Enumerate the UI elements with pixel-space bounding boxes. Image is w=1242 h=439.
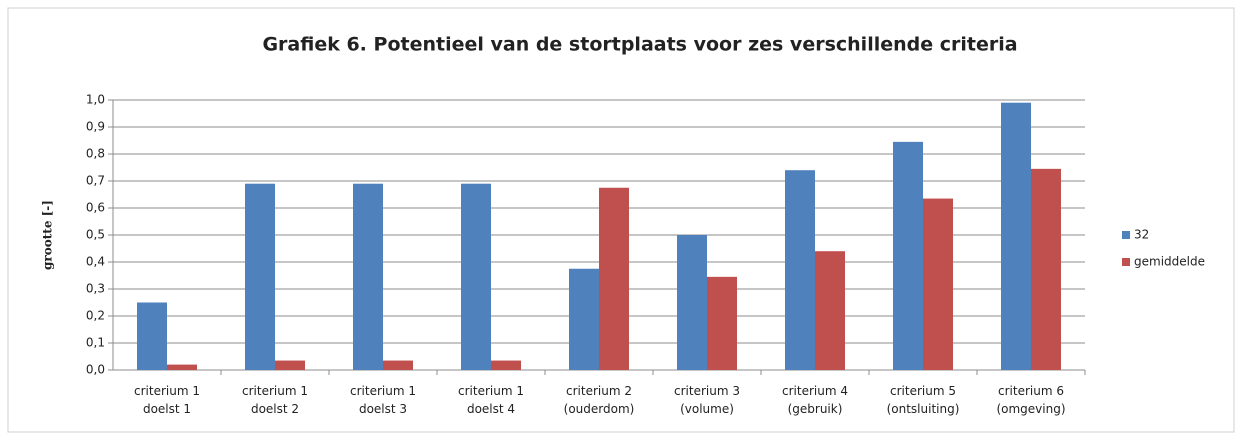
y-tick-label: 0,8 [86, 147, 105, 161]
legend-label: 32 [1134, 228, 1149, 242]
x-tick-label: criterium 1 doelst 1 [134, 384, 200, 416]
y-tick-label: 0,1 [86, 336, 105, 350]
x-tick-label: criterium 1 doelst 2 [242, 384, 308, 416]
bar [893, 141, 923, 370]
bar [1031, 168, 1061, 370]
y-tick-label: 0,9 [86, 120, 105, 134]
bar [275, 360, 305, 370]
y-tick-label: 0,4 [86, 255, 105, 269]
y-tick-label: 0,2 [86, 309, 105, 323]
bar [137, 302, 167, 370]
bar [383, 360, 413, 370]
legend-swatch [1122, 258, 1130, 266]
x-tick-label: criterium 1 doelst 4 [458, 384, 524, 416]
bar [1001, 102, 1031, 370]
y-tick-label: 0,3 [86, 282, 105, 296]
bar [491, 360, 521, 370]
x-tick-label: criterium 5 (ontsluiting) [886, 384, 960, 416]
x-tick-label: criterium 1 doelst 3 [350, 384, 416, 416]
x-tick-label: criterium 3 (volume) [674, 384, 740, 416]
bar [677, 235, 707, 370]
bar [245, 183, 275, 370]
y-tick-label: 0,5 [86, 228, 105, 242]
bar [461, 183, 491, 370]
y-tick-label: 0,0 [86, 363, 105, 377]
bar [353, 183, 383, 370]
bar [707, 276, 737, 370]
x-tick-label: criterium 2 (ouderdom) [563, 384, 635, 416]
legend-label: gemiddelde [1134, 255, 1205, 269]
y-tick-label: 0,6 [86, 201, 105, 215]
x-tick-label: criterium 4 (gebruik) [782, 384, 848, 416]
bar [569, 268, 599, 370]
chart-title: Grafiek 6. Potentieel van de stortplaats… [262, 34, 1017, 56]
legend-swatch [1122, 231, 1130, 239]
bar [785, 170, 815, 370]
bar [167, 364, 197, 370]
y-axis-label: grootte [-] [41, 200, 55, 270]
bar [815, 251, 845, 370]
bar [923, 198, 953, 370]
x-tick-label: criterium 6 (omgeving) [996, 384, 1066, 416]
bar [599, 187, 629, 370]
y-tick-label: 1,0 [86, 93, 105, 107]
y-tick-label: 0,7 [86, 174, 105, 188]
